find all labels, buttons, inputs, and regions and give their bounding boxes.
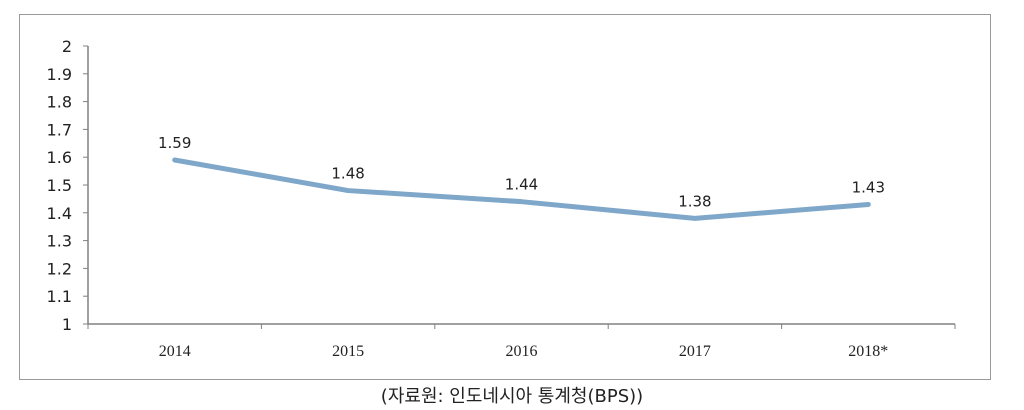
data-label: 1.43 <box>852 178 885 196</box>
y-tick-label: 1 <box>62 315 72 334</box>
data-label: 1.48 <box>331 165 364 183</box>
y-tick-label: 1.2 <box>47 259 72 278</box>
x-tick-label: 2016 <box>506 343 538 360</box>
y-tick-label: 1.5 <box>47 176 72 195</box>
data-label: 1.38 <box>678 192 711 210</box>
series-line <box>172 157 871 221</box>
x-tick-label: 2017 <box>679 343 711 360</box>
y-tick-label: 2 <box>62 37 72 56</box>
y-tick-label: 1.4 <box>47 204 72 223</box>
x-tick-label: 2018* <box>848 343 888 360</box>
data-label: 1.59 <box>158 134 191 152</box>
line-chart: 1 1.1 1.2 1.3 1.4 1.5 1.6 1.7 1.8 1.9 2 2014 2015 20… <box>47 37 956 360</box>
x-tick-label: 2015 <box>332 343 364 360</box>
data-label: 1.44 <box>505 176 538 194</box>
chart-frame <box>19 14 991 380</box>
y-tick-label: 1.9 <box>47 65 72 84</box>
source-note: (자료원: 인도네시아 통계청(BPS)) <box>380 386 644 407</box>
y-tick-label: 1.6 <box>47 148 72 167</box>
y-tick-label: 1.8 <box>47 93 72 112</box>
y-tick-label: 1.1 <box>47 287 72 306</box>
y-tick-label: 1.7 <box>47 120 72 139</box>
y-tick-label: 1.3 <box>47 232 72 251</box>
x-tick-label: 2014 <box>159 343 191 360</box>
